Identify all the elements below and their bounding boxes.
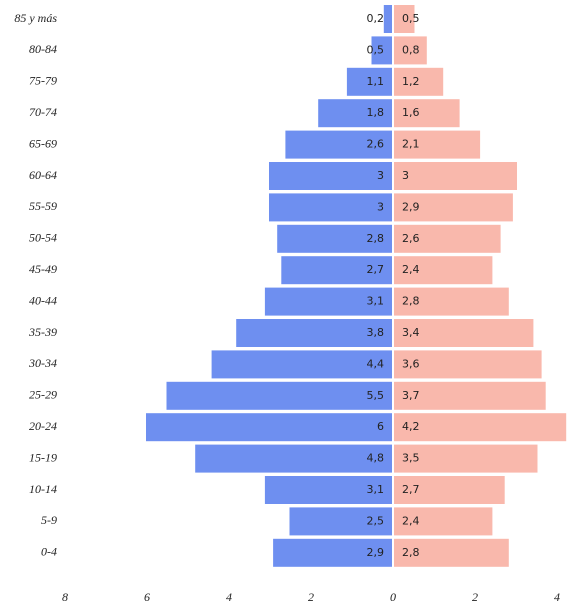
bar [394, 507, 493, 536]
category-label: 50-54 [29, 231, 57, 245]
value-label: 2,7 [367, 263, 385, 276]
category-label: 45-49 [29, 262, 57, 276]
category-label: 65-69 [29, 136, 57, 150]
x-tick-label: 0 [390, 590, 396, 604]
value-label: 3,1 [367, 483, 385, 496]
category-label: 55-59 [29, 199, 57, 213]
bar [273, 538, 392, 567]
value-label: 2,9 [367, 546, 385, 559]
bar [146, 413, 392, 442]
value-label: 4,8 [367, 452, 385, 465]
bar [264, 287, 392, 316]
x-tick-label: 2 [308, 590, 314, 604]
value-label: 3 [402, 169, 409, 182]
value-label: 0,8 [402, 43, 420, 56]
bar [394, 5, 415, 33]
value-label: 2,8 [367, 232, 385, 245]
category-label: 80-84 [29, 42, 57, 56]
bar [394, 99, 460, 128]
category-label: 85 y más [14, 11, 57, 25]
value-label: 2,6 [367, 138, 385, 151]
value-label: 2,1 [402, 138, 420, 151]
bar [394, 287, 509, 316]
bar [394, 162, 517, 190]
value-label: 2,7 [402, 483, 420, 496]
bar [289, 507, 392, 536]
category-label: 20-24 [29, 419, 57, 433]
category-label: 75-79 [29, 74, 57, 88]
bar [394, 538, 509, 567]
value-label: 4,2 [402, 420, 420, 433]
bar [383, 5, 392, 33]
bar [394, 381, 546, 410]
bar [285, 130, 392, 159]
bar [394, 444, 538, 473]
value-label: 6 [377, 420, 384, 433]
x-tick-label: 4 [554, 590, 560, 604]
category-label: 15-19 [29, 450, 57, 464]
value-label: 2,9 [402, 200, 420, 213]
value-label: 4,4 [367, 357, 385, 370]
value-label: 2,4 [402, 263, 420, 276]
value-label: 2,5 [367, 514, 385, 527]
value-label: 3,5 [402, 452, 420, 465]
category-label: 5-9 [41, 513, 57, 527]
bar [269, 162, 392, 190]
category-label: 35-39 [28, 325, 57, 339]
bar [394, 36, 427, 65]
value-label: 2,8 [402, 546, 420, 559]
value-label: 3,1 [367, 295, 385, 308]
bar [394, 67, 444, 96]
bar [264, 476, 392, 504]
bar [394, 256, 493, 285]
value-label: 5,5 [367, 389, 385, 402]
bar [394, 130, 481, 159]
bar [236, 319, 392, 347]
value-label: 0,5 [402, 12, 420, 25]
bar [211, 350, 392, 379]
value-label: 1,2 [402, 75, 420, 88]
value-label: 1,8 [367, 106, 385, 119]
category-label: 25-29 [29, 388, 57, 402]
value-label: 3 [377, 169, 384, 182]
value-label: 3,7 [402, 389, 420, 402]
bar [394, 476, 505, 504]
bar [166, 381, 392, 410]
x-tick-label: 6 [144, 590, 150, 604]
value-label: 2,6 [402, 232, 420, 245]
value-label: 3,6 [402, 357, 420, 370]
bar [318, 99, 392, 128]
value-label: 2,4 [402, 514, 420, 527]
bar [394, 350, 542, 379]
value-label: 3 [377, 200, 384, 213]
bar [277, 224, 392, 253]
category-label: 0-4 [41, 545, 57, 559]
category-label: 70-74 [29, 105, 57, 119]
value-label: 0,5 [367, 43, 385, 56]
value-label: 3,8 [367, 326, 385, 339]
bar [394, 224, 501, 253]
bar [346, 67, 392, 96]
value-label: 1,1 [367, 75, 385, 88]
bar [371, 36, 392, 65]
x-tick-label: 8 [62, 590, 68, 604]
category-label: 40-44 [29, 293, 57, 307]
value-label: 0,2 [367, 12, 385, 25]
x-tick-label: 4 [226, 590, 232, 604]
bar [394, 413, 567, 442]
bar [269, 193, 392, 222]
category-label: 60-64 [29, 168, 57, 182]
value-label: 1,6 [402, 106, 420, 119]
value-label: 3,4 [402, 326, 420, 339]
value-label: 2,8 [402, 295, 420, 308]
x-tick-label: 2 [472, 590, 478, 604]
category-label: 30-34 [28, 356, 57, 370]
category-label: 10-14 [29, 482, 57, 496]
bar [394, 319, 534, 347]
bar [281, 256, 392, 285]
bar [394, 193, 513, 222]
bar [195, 444, 392, 473]
